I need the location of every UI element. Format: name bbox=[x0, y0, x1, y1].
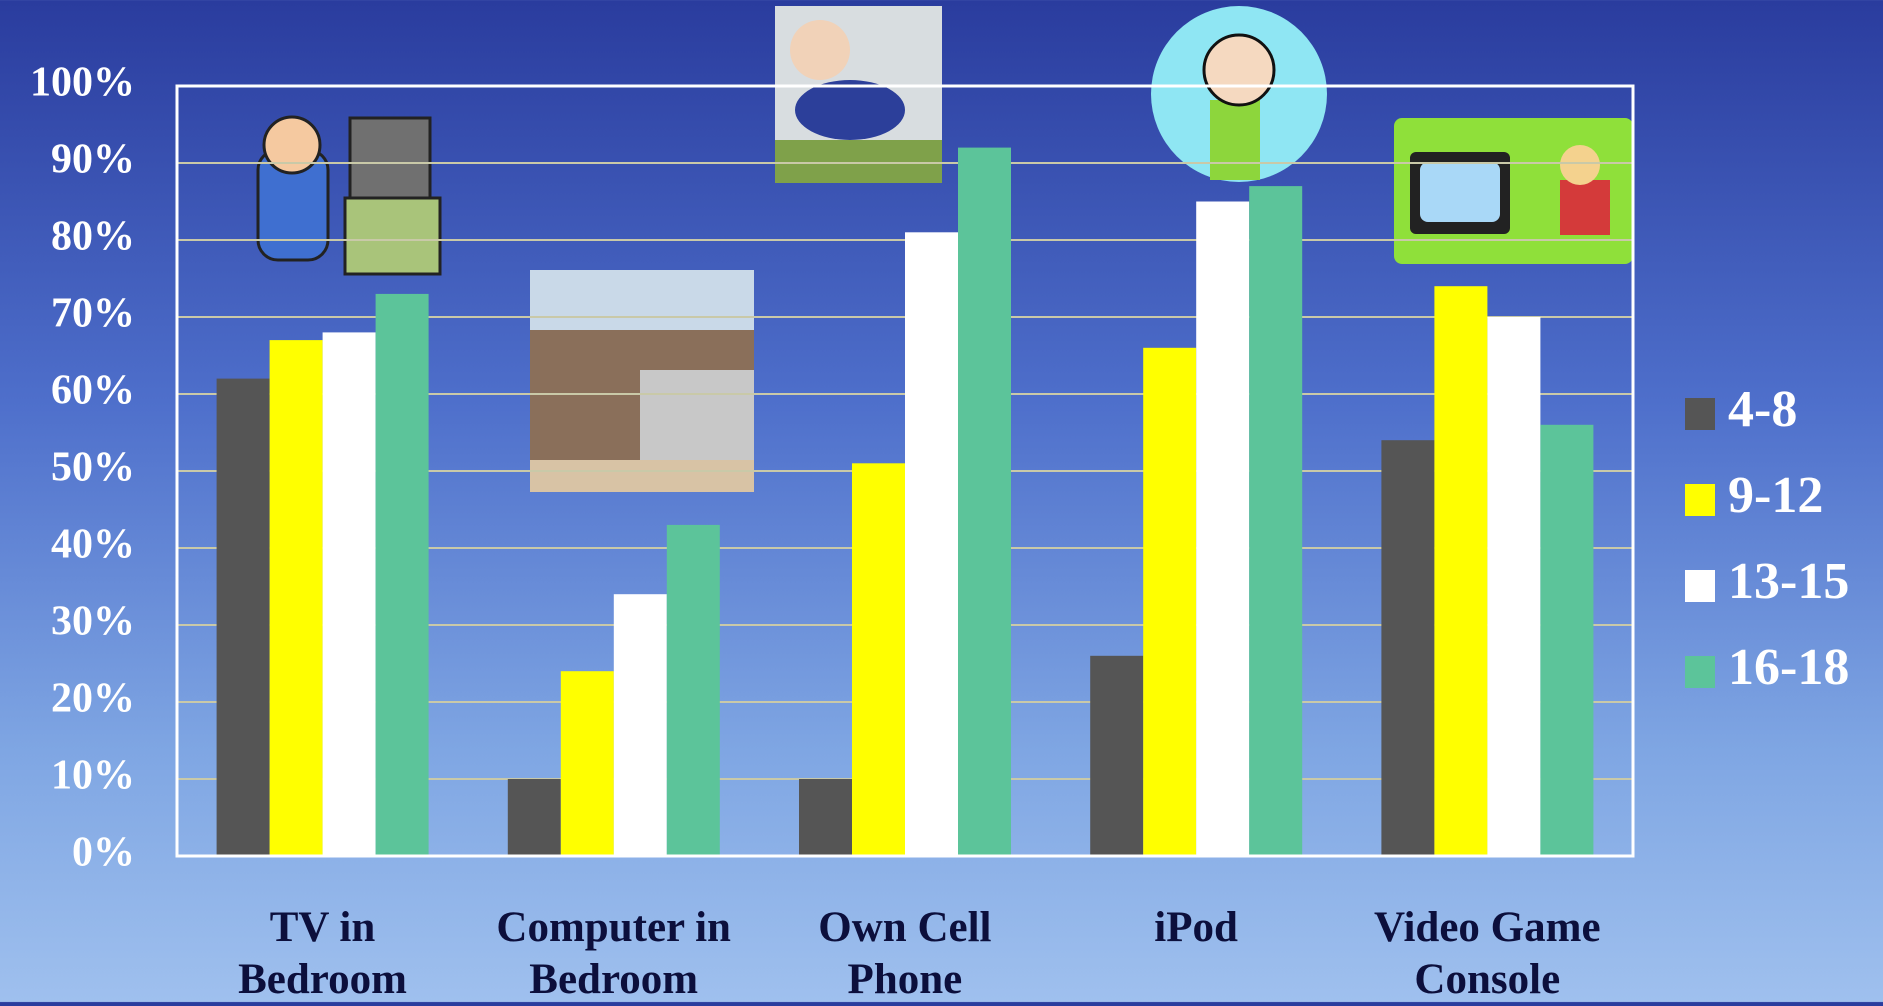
y-tick-label: 30% bbox=[51, 599, 135, 645]
legend-label: 16-18 bbox=[1728, 639, 1849, 696]
bar bbox=[560, 671, 614, 856]
bar bbox=[1090, 655, 1144, 856]
game-tv-screen bbox=[1420, 162, 1500, 222]
legend-label: 9-12 bbox=[1728, 467, 1823, 524]
bar bbox=[1196, 201, 1250, 856]
bar bbox=[269, 340, 323, 857]
bar bbox=[958, 147, 1011, 857]
bar bbox=[1143, 347, 1197, 856]
x-tick-label: Computer in Bedroom bbox=[496, 904, 731, 1003]
ipod-girl-head bbox=[1202, 33, 1276, 107]
y-tick-label: 40% bbox=[51, 522, 135, 568]
bar bbox=[1434, 286, 1488, 856]
y-tick-label: 20% bbox=[51, 676, 135, 722]
legend-swatch bbox=[1685, 570, 1715, 602]
bar bbox=[852, 463, 905, 856]
bar bbox=[905, 232, 958, 857]
x-tick-label: Video Game Console bbox=[1374, 904, 1601, 1003]
legend-swatch bbox=[1685, 398, 1715, 430]
bar bbox=[1487, 317, 1541, 856]
computer-laptop bbox=[640, 370, 754, 460]
x-tick-label: TV in Bedroom bbox=[238, 904, 407, 1003]
game-kid bbox=[1560, 180, 1610, 235]
game-kid-head bbox=[1560, 145, 1600, 185]
bar bbox=[507, 779, 561, 856]
bar bbox=[613, 594, 667, 856]
y-tick-label: 70% bbox=[51, 291, 135, 337]
y-tick-label: 60% bbox=[51, 368, 135, 414]
bar bbox=[1381, 440, 1435, 856]
y-tick-label: 100% bbox=[30, 60, 135, 106]
computer-desk bbox=[530, 460, 754, 492]
tv-set bbox=[348, 116, 432, 200]
bar bbox=[322, 332, 376, 856]
bar bbox=[1540, 424, 1594, 856]
y-tick-label: 0% bbox=[72, 830, 135, 876]
legend-swatch bbox=[1685, 656, 1715, 688]
bar bbox=[1249, 186, 1303, 857]
ipod-girl bbox=[1210, 100, 1260, 180]
legend-swatch bbox=[1685, 484, 1715, 516]
phone-girl-head bbox=[790, 20, 850, 80]
legend-label: 4-8 bbox=[1728, 381, 1797, 438]
tv-stand bbox=[343, 196, 442, 276]
phone-girl bbox=[795, 80, 905, 140]
bar bbox=[799, 779, 852, 856]
bar bbox=[216, 378, 270, 856]
y-tick-label: 10% bbox=[51, 753, 135, 799]
computer-photo-window bbox=[530, 270, 754, 330]
tv-kid-head bbox=[262, 115, 322, 175]
phone-photo-grass bbox=[775, 140, 942, 183]
y-tick-label: 90% bbox=[51, 137, 135, 183]
bar bbox=[666, 524, 720, 856]
x-tick-label: Own Cell Phone bbox=[818, 904, 992, 1003]
bar bbox=[375, 293, 429, 856]
y-tick-label: 80% bbox=[51, 214, 135, 260]
legend-label: 13-15 bbox=[1728, 553, 1849, 610]
x-tick-label: iPod bbox=[1154, 904, 1238, 951]
plot-border bbox=[175, 84, 1635, 858]
illustrations bbox=[256, 6, 1633, 492]
y-tick-label: 50% bbox=[51, 445, 135, 491]
